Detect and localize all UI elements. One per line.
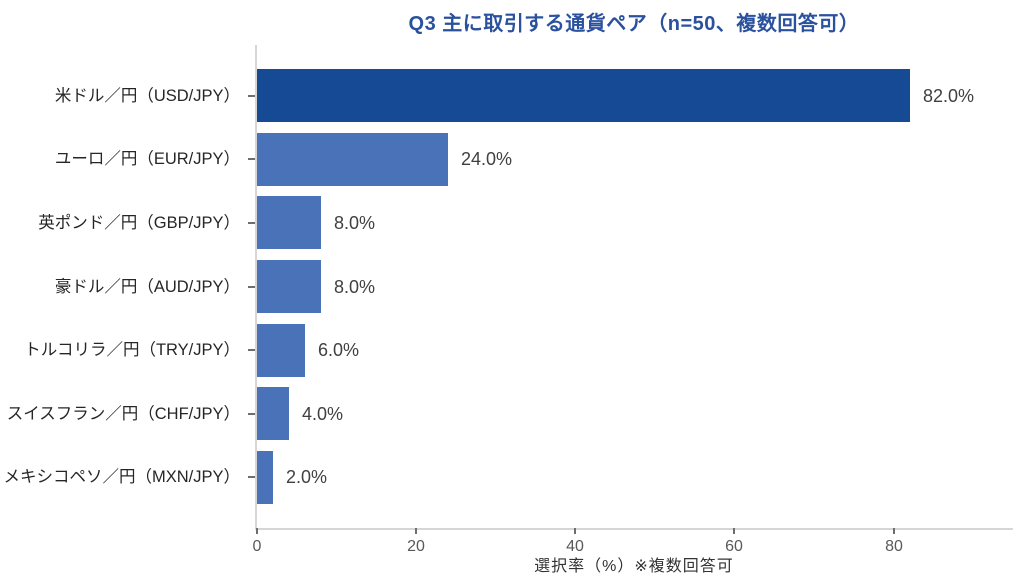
bar-3 <box>257 260 321 313</box>
bar-2 <box>257 196 321 249</box>
plot-area: 82.0% 24.0% 8.0% 8.0% 6.0% 4.0% 2.0% 0 20 40 60 80 <box>248 45 1013 555</box>
category-label-5: スイスフラン／円（CHF/JPY） <box>6 405 240 423</box>
y-axis-tick-3 <box>248 286 255 288</box>
bar-5 <box>257 387 289 440</box>
category-label-0: 米ドル／円（USD/JPY） <box>54 87 240 105</box>
x-axis-tick-0 <box>256 528 258 534</box>
category-label-4: トルコリラ／円（TRY/JPY） <box>24 341 240 359</box>
category-label-2: 英ポンド／円（GBP/JPY） <box>38 214 240 232</box>
y-axis-tick-6 <box>248 476 255 478</box>
bar-6 <box>257 451 273 504</box>
y-axis-tick-2 <box>248 222 255 224</box>
category-label-3: 豪ドル／円（AUD/JPY） <box>54 278 240 296</box>
value-label-5: 4.0% <box>302 404 344 424</box>
x-axis-tick-label-60: 60 <box>725 538 743 555</box>
bar-0 <box>257 69 910 122</box>
y-axis-tick-4 <box>248 349 255 351</box>
value-label-2: 8.0% <box>334 213 376 233</box>
value-label-4: 6.0% <box>318 340 360 360</box>
value-label-6: 2.0% <box>286 467 328 487</box>
bar-1 <box>257 133 448 186</box>
x-axis-tick-label-0: 0 <box>252 538 262 555</box>
x-axis-tick-label-40: 40 <box>566 538 584 555</box>
x-axis-tick-80 <box>893 528 895 534</box>
x-axis-tick-60 <box>733 528 735 534</box>
y-axis-tick-0 <box>248 95 255 97</box>
bar-4 <box>257 324 305 377</box>
x-axis-tick-label-80: 80 <box>885 538 903 555</box>
value-label-0: 82.0% <box>923 86 975 106</box>
category-label-1: ユーロ／円（EUR/JPY） <box>54 150 240 168</box>
x-axis-tick-20 <box>415 528 417 534</box>
x-axis-tick-label-20: 20 <box>407 538 425 555</box>
y-axis-tick-5 <box>248 413 255 415</box>
category-label-6: メキシコペソ／円（MXN/JPY） <box>3 468 240 486</box>
value-label-1: 24.0% <box>461 149 513 169</box>
chart-title: Q3 主に取引する通貨ペア（n=50、複数回答可） <box>408 13 860 35</box>
x-axis-tick-40 <box>574 528 576 534</box>
x-axis-label: 選択率（%）※複数回答可 <box>534 558 734 575</box>
value-label-3: 8.0% <box>334 277 376 297</box>
y-axis-tick-1 <box>248 158 255 160</box>
